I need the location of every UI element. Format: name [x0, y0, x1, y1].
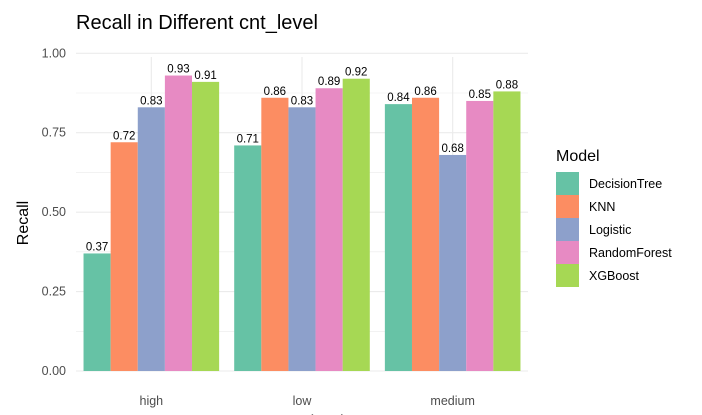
bar	[83, 253, 111, 371]
bar	[384, 104, 412, 371]
bar	[315, 88, 343, 371]
x-tick-label: low	[293, 394, 313, 408]
legend-swatch	[556, 264, 579, 287]
legend-swatch	[556, 195, 579, 218]
data-label: 0.89	[318, 76, 340, 88]
y-axis-title: Recall	[15, 201, 32, 245]
y-tick-label: 0.25	[42, 285, 66, 299]
x-tick-label: medium	[430, 394, 474, 408]
y-tick-label: 1.00	[42, 46, 66, 60]
data-label: 0.37	[86, 241, 108, 253]
legend-swatch	[556, 218, 579, 241]
legend-label: Logistic	[589, 223, 631, 237]
data-label: 0.84	[387, 92, 410, 104]
bar	[411, 97, 440, 371]
bar	[466, 100, 494, 372]
legend-label: DecisionTree	[589, 177, 662, 191]
bars	[83, 75, 521, 372]
legend-label: RandomForest	[589, 246, 672, 260]
bar	[192, 81, 220, 372]
bar	[439, 154, 467, 371]
data-label: 0.83	[291, 95, 313, 107]
bar	[493, 91, 521, 372]
bar	[137, 107, 165, 371]
bar	[164, 75, 193, 371]
data-label: 0.93	[167, 64, 189, 76]
legend: Model DecisionTree KNN Logistic RandomFores…	[556, 148, 672, 287]
bar	[342, 78, 370, 371]
legend-swatch	[556, 172, 579, 195]
bar	[234, 145, 262, 371]
data-label: 0.71	[237, 133, 259, 145]
legend-swatch	[556, 241, 579, 264]
x-axis-title: cnt_level	[280, 413, 343, 415]
y-tick-label: 0.75	[42, 126, 66, 140]
data-label: 0.68	[441, 143, 463, 155]
x-axis-ticks: high low medium	[140, 394, 475, 408]
y-tick-label: 0.50	[42, 205, 66, 219]
legend-title: Model	[556, 148, 600, 165]
bar	[288, 107, 316, 371]
bar	[110, 142, 138, 371]
data-label: 0.72	[113, 130, 135, 142]
data-label: 0.85	[469, 89, 491, 101]
data-label: 0.86	[414, 86, 436, 98]
data-label: 0.88	[496, 79, 518, 91]
data-label: 0.91	[194, 70, 216, 82]
legend-label: KNN	[589, 200, 615, 214]
bar	[261, 97, 289, 371]
data-label: 0.86	[264, 86, 286, 98]
data-labels: 0.37 0.71 0.84 0.72 0.86 0.86 0.83 0.83 0.68 0.93…	[86, 64, 518, 254]
chart-title: Recall in Different cnt_level	[76, 12, 318, 34]
data-label: 0.92	[345, 67, 367, 79]
legend-label: XGBoost	[589, 269, 640, 283]
x-tick-label: high	[140, 394, 164, 408]
y-tick-label: 0.00	[42, 364, 66, 378]
y-axis-ticks: 0.00 0.25 0.50 0.75 1.00	[42, 46, 66, 378]
data-label: 0.83	[140, 95, 162, 107]
